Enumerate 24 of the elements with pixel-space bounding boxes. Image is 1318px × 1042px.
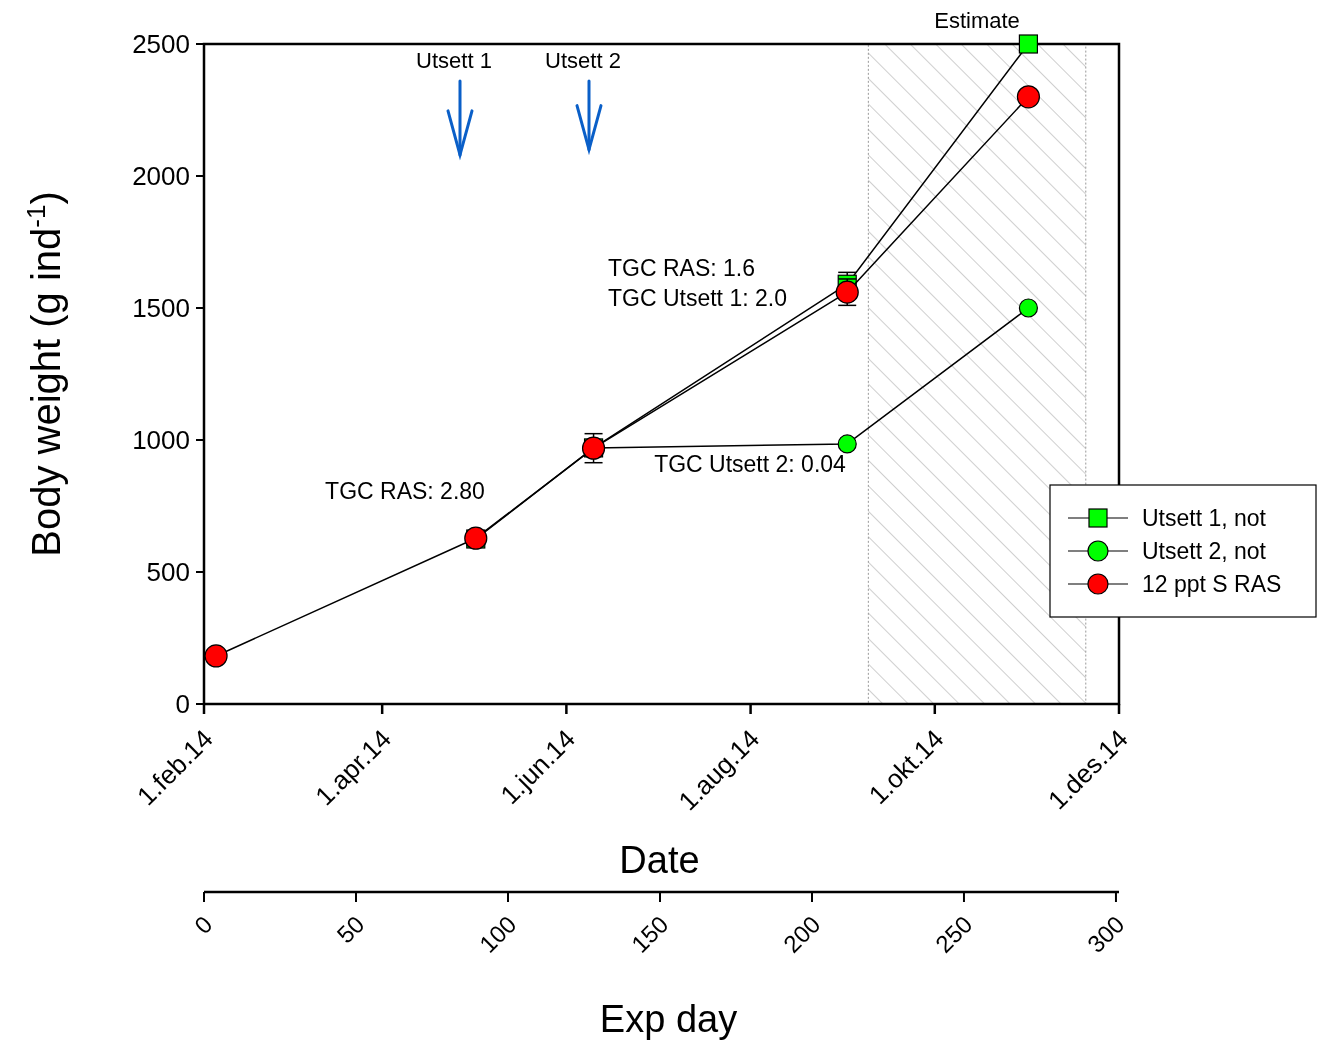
y-tick-label: 1000: [132, 425, 190, 456]
x2-tick-label: 200: [778, 910, 826, 958]
x2-tick-label: 50: [331, 910, 370, 949]
x-axis-title: Date: [619, 839, 700, 881]
x2-tick-label: 0: [188, 910, 218, 939]
legend-label: 12 ppt S RAS: [1142, 571, 1282, 598]
x2-tick-label: 250: [930, 910, 978, 958]
y-tick-label: 2500: [132, 29, 190, 60]
annotation: Utsett 1: [416, 48, 492, 73]
y-tick-label: 0: [175, 689, 190, 720]
band-label: Estimate: [934, 8, 1020, 33]
annotation: TGC RAS: 2.80: [325, 478, 485, 505]
y-tick-label: 1500: [132, 293, 190, 324]
x2-tick-label: 100: [474, 910, 522, 958]
annotation: TGC Utsett 2: 0.04: [654, 450, 847, 477]
y-tick-label: 2000: [132, 161, 190, 192]
legend-label: Utsett 2, not: [1142, 538, 1267, 565]
x2-tick-label: 300: [1082, 910, 1130, 958]
legend-label: Utsett 1, not: [1142, 505, 1267, 532]
y-tick-label: 500: [146, 557, 190, 588]
x2-axis-title: Exp day: [599, 998, 738, 1040]
x2-tick-label: 150: [626, 910, 674, 958]
annotation: TGC RAS: 1.6 TGC Utsett 1: 2.0: [608, 255, 787, 312]
annotation: Utsett 2: [545, 48, 621, 73]
